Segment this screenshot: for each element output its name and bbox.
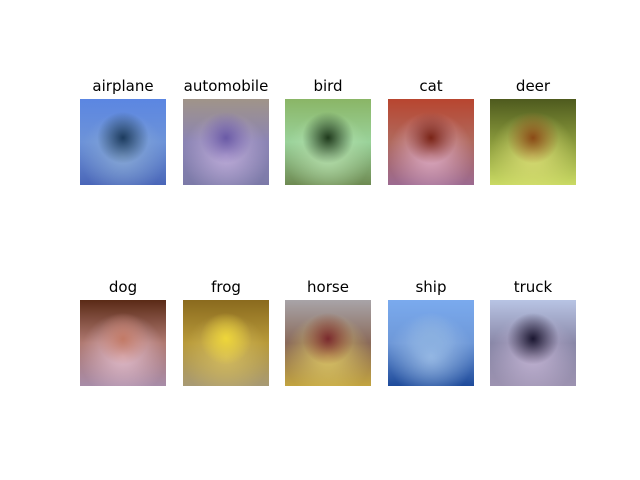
- tile-center-blob: [388, 99, 474, 185]
- class-label: dog: [108, 278, 138, 296]
- tile-center-blob: [80, 300, 166, 386]
- tile-center-blob: [285, 300, 371, 386]
- mean-image-bird: [285, 99, 371, 185]
- mean-image-ship: [388, 300, 474, 386]
- class-label: frog: [211, 278, 241, 296]
- class-label: automobile: [183, 77, 269, 95]
- tile-center-blob: [490, 99, 576, 185]
- mean-image-deer: [490, 99, 576, 185]
- tile-center-blob: [183, 99, 269, 185]
- mean-image-cat: [388, 99, 474, 185]
- class-label: truck: [513, 278, 553, 296]
- tile-center-blob: [490, 300, 576, 386]
- class-label: bird: [313, 77, 343, 95]
- tile-center-blob: [80, 99, 166, 185]
- mean-image-horse: [285, 300, 371, 386]
- mean-image-airplane: [80, 99, 166, 185]
- tile-center-blob: [285, 99, 371, 185]
- class-label: airplane: [92, 77, 154, 95]
- mean-image-dog: [80, 300, 166, 386]
- class-label: cat: [419, 77, 443, 95]
- mean-image-truck: [490, 300, 576, 386]
- class-label: ship: [415, 278, 447, 296]
- mean-image-automobile: [183, 99, 269, 185]
- class-label: deer: [515, 77, 551, 95]
- class-label: horse: [307, 278, 349, 296]
- mean-image-frog: [183, 300, 269, 386]
- tile-center-blob: [388, 300, 474, 386]
- tile-center-blob: [183, 300, 269, 386]
